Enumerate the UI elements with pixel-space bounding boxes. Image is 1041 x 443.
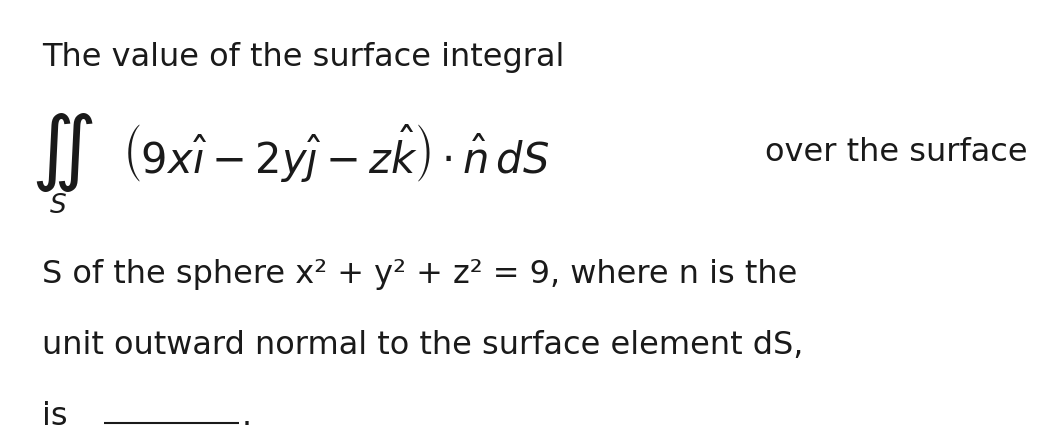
Text: The value of the surface integral: The value of the surface integral	[42, 42, 564, 73]
Text: $\left(9x\hat{\imath} - 2y\hat{\jmath} - z\hat{k}\right) \cdot \hat{n}\, dS$: $\left(9x\hat{\imath} - 2y\hat{\jmath} -…	[123, 122, 549, 184]
Text: S of the sphere x² + y² + z² = 9, where n is the: S of the sphere x² + y² + z² = 9, where …	[42, 259, 797, 290]
Text: .: .	[242, 401, 252, 432]
Text: unit outward normal to the surface element dS,: unit outward normal to the surface eleme…	[42, 330, 803, 361]
Text: over the surface: over the surface	[765, 137, 1027, 168]
Text: $\iint$: $\iint$	[31, 112, 94, 194]
Text: is: is	[42, 401, 68, 432]
Text: S: S	[50, 193, 67, 219]
